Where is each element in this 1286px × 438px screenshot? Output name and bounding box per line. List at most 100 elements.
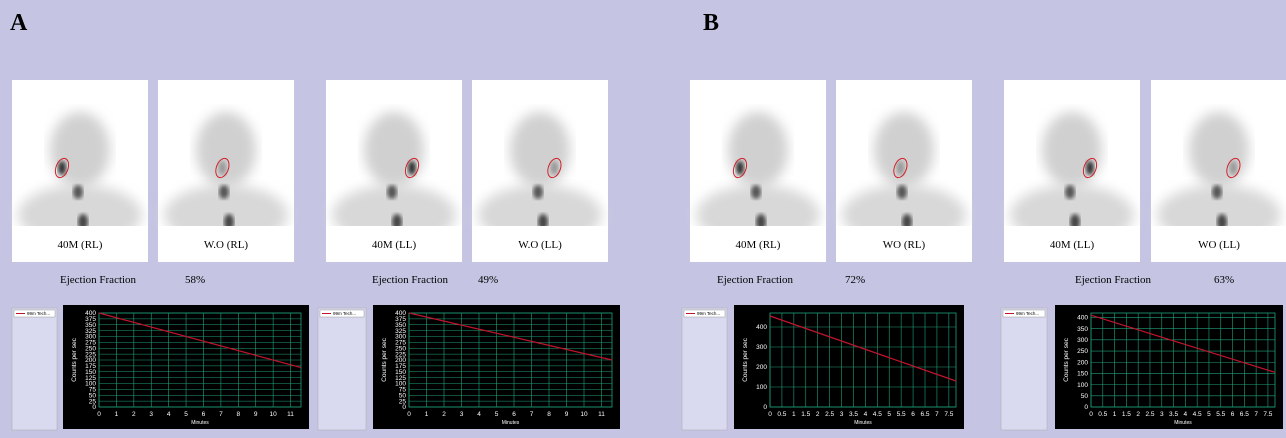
gland-uptake (58, 161, 66, 175)
y-tick-label: 300 (1077, 337, 1088, 344)
y-tick-label: 400 (756, 324, 767, 331)
panel-label: A (10, 10, 28, 36)
x-tick-label: 1.5 (1122, 411, 1131, 418)
gland-uptake (1229, 161, 1237, 175)
gland-uptake (1086, 161, 1094, 175)
x-tick-label: 8 (547, 411, 551, 418)
x-tick-label: 3 (840, 411, 844, 418)
scan-head (1189, 112, 1249, 188)
y-tick-label: 50 (1081, 393, 1089, 400)
x-tick-label: 4 (167, 411, 171, 418)
x-axis-label: Minutes (191, 420, 209, 426)
x-tick-label: 1 (115, 411, 119, 418)
x-tick-label: 6 (911, 411, 915, 418)
y-tick-label: 100 (756, 384, 767, 391)
x-tick-label: 7.5 (944, 411, 953, 418)
x-tick-label: 2 (132, 411, 136, 418)
legend-label: 99m Tech... (1016, 311, 1039, 316)
x-axis-label: Minutes (502, 420, 520, 426)
image-caption: 40M (LL) (1050, 239, 1095, 251)
x-tick-label: 5 (887, 411, 891, 418)
y-axis-label: Counts per sec (381, 337, 388, 381)
scan-head (50, 112, 110, 188)
x-tick-label: 1 (425, 411, 429, 418)
x-tick-label: 0.5 (1098, 411, 1107, 418)
x-tick-label: 11 (598, 411, 605, 418)
scan-head (874, 112, 934, 188)
y-tick-label: 400 (1077, 315, 1088, 322)
x-tick-label: 9 (254, 411, 258, 418)
x-tick-label: 10 (580, 411, 588, 418)
y-axis-label: Counts per sec (742, 337, 749, 381)
scan-head (510, 112, 570, 188)
y-tick-label: 400 (85, 310, 96, 317)
scan-spot (751, 185, 761, 199)
y-tick-label: 250 (1077, 348, 1088, 355)
y-tick-label: 400 (395, 310, 406, 317)
image-caption: 40M (RL) (58, 239, 103, 251)
y-tick-label: 200 (1077, 359, 1088, 366)
x-tick-label: 7 (1254, 411, 1258, 418)
image-caption: 40M (LL) (372, 239, 417, 251)
gland-uptake (550, 161, 558, 175)
x-tick-label: 3.5 (849, 411, 858, 418)
y-axis-label: Counts per sec (1063, 337, 1070, 381)
x-tick-label: 2 (442, 411, 446, 418)
legend-label: 99m Tech... (333, 311, 356, 316)
x-tick-label: 2 (816, 411, 820, 418)
x-tick-label: 4.5 (1193, 411, 1202, 418)
scan-spot (897, 185, 907, 199)
gland-uptake (736, 161, 744, 175)
scan-head (1042, 112, 1102, 188)
fraction-value: 63% (1214, 274, 1234, 286)
image-caption: W.O (LL) (518, 239, 562, 251)
gland-uptake (408, 161, 416, 175)
x-tick-label: 0 (407, 411, 411, 418)
legend-label: 99m Tech... (27, 311, 50, 316)
y-tick-label: 300 (756, 344, 767, 351)
legend-panel (12, 308, 57, 430)
x-tick-label: 3.5 (1169, 411, 1178, 418)
scan-spot (387, 185, 397, 199)
image-caption: W.O (RL) (204, 239, 249, 251)
x-tick-label: 5.5 (897, 411, 906, 418)
legend-label: 99m Tech... (697, 311, 720, 316)
panel-label: B (703, 10, 719, 36)
scan-spot (1212, 185, 1222, 199)
x-tick-label: 7 (219, 411, 223, 418)
scan-head (196, 112, 256, 188)
x-axis-label: Minutes (1174, 420, 1192, 426)
x-tick-label: 3 (1160, 411, 1164, 418)
scan-spot (73, 185, 83, 199)
x-tick-label: 4 (1184, 411, 1188, 418)
scan-head (728, 112, 788, 188)
x-tick-label: 2.5 (1145, 411, 1154, 418)
x-tick-label: 1 (792, 411, 796, 418)
legend-panel (1001, 308, 1047, 430)
image-caption: WO (RL) (883, 239, 926, 251)
legend-panel (318, 308, 366, 430)
y-tick-label: 200 (756, 364, 767, 371)
gland-uptake (218, 161, 226, 175)
scan-spot (1065, 185, 1075, 199)
x-tick-label: 5 (184, 411, 188, 418)
x-tick-label: 6 (1231, 411, 1235, 418)
x-tick-label: 0 (768, 411, 772, 418)
x-tick-label: 1 (1113, 411, 1117, 418)
gland-uptake (896, 161, 904, 175)
x-tick-label: 3 (460, 411, 464, 418)
page: A 40M (RL) W.O (RL) 40M (LL) W.O (LL) Ejectio… (0, 0, 1286, 438)
fraction-value: 58% (185, 274, 205, 286)
image-caption: WO (LL) (1198, 239, 1240, 251)
x-tick-label: 1.5 (801, 411, 810, 418)
x-tick-label: 9 (565, 411, 569, 418)
x-tick-label: 0 (1089, 411, 1093, 418)
y-axis-label: Counts per sec (71, 337, 78, 381)
x-tick-label: 4.5 (873, 411, 882, 418)
x-tick-label: 2.5 (825, 411, 834, 418)
x-tick-label: 8 (236, 411, 240, 418)
fraction-value: 72% (845, 274, 865, 286)
x-tick-label: 7.5 (1263, 411, 1272, 418)
x-tick-label: 3 (149, 411, 153, 418)
fraction-label: Ejection Fraction (372, 274, 449, 286)
